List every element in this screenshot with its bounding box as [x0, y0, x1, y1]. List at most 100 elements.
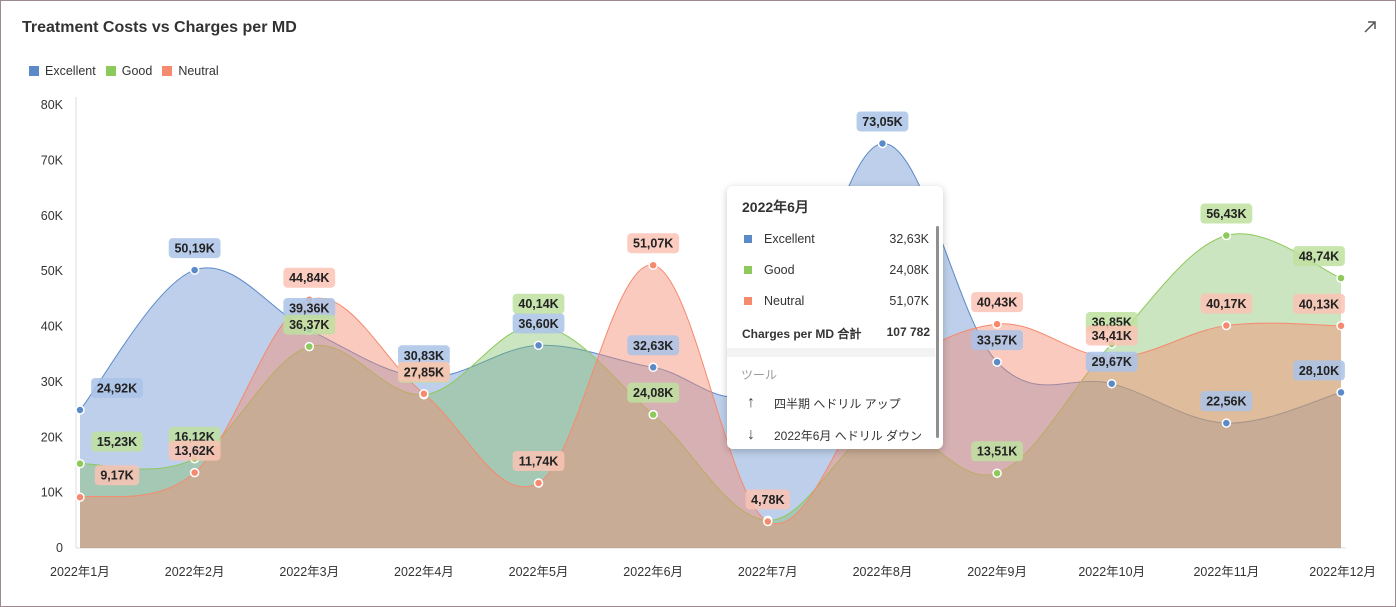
data-label-good: 56,43K [1200, 203, 1253, 224]
data-label-neutral: 40,13K [1293, 293, 1345, 314]
x-tick-label: 2022年6月 [623, 565, 683, 579]
data-label-text: 36,60K [518, 317, 558, 331]
data-label-text: 40,14K [518, 297, 558, 311]
tooltip-dot-neutral [744, 297, 752, 305]
tooltip-scrollbar[interactable] [936, 226, 939, 438]
legend-label-neutral: Neutral [178, 64, 219, 78]
data-label-text: 9,17K [100, 469, 133, 483]
point-neutral [75, 492, 85, 502]
tooltip-row-label: Excellent [764, 232, 815, 246]
data-label-excellent: 50,19K [168, 238, 221, 259]
data-label-text: 40,17K [1206, 297, 1246, 311]
data-label-text: 24,92K [97, 382, 137, 396]
legend-item-good[interactable]: Good [105, 64, 153, 78]
data-label-excellent: 36,60K [512, 313, 565, 334]
point-good [75, 458, 85, 469]
data-label-excellent: 39,36K [283, 298, 336, 319]
point-excellent [189, 265, 200, 275]
data-label-bg [971, 292, 1023, 313]
data-label-excellent: 24,92K [91, 378, 143, 399]
x-tick-label: 2022年2月 [165, 565, 225, 579]
tooltip-tools-heading: ツール [741, 368, 778, 382]
x-tick-label: 2022年10月 [1078, 565, 1145, 579]
data-label-text: 34,41K [1092, 329, 1132, 343]
point-good [304, 341, 315, 352]
data-label-bg [1200, 203, 1253, 224]
tooltip-total: Charges per MD 合計 107 782 [742, 325, 930, 342]
data-label-bg [1200, 391, 1253, 412]
chart-tooltip: 2022年6月 Excellent 32,63K Good 24,08K Neu… [727, 186, 943, 449]
data-label-bg [1085, 351, 1138, 372]
area-neutral [80, 265, 1341, 548]
x-tick-label: 2022年9月 [967, 565, 1027, 579]
tooltip-divider [727, 348, 935, 357]
expand-arrow-icon[interactable] [1361, 18, 1379, 36]
drill-up-label: 四半期 へドリル アップ [774, 396, 901, 411]
data-label-bg [283, 298, 336, 319]
legend-label-good: Good [121, 64, 153, 78]
data-label-bg [283, 267, 336, 288]
point-neutral [648, 260, 658, 270]
x-tick-label: 2022年7月 [738, 565, 798, 579]
data-label-text: 30,83K [404, 349, 444, 363]
y-tick-label: 30K [41, 375, 64, 389]
data-label-bg [1200, 293, 1253, 314]
tooltip-row-good: Good 24,08K [744, 263, 929, 277]
legend-item-neutral[interactable]: Neutral [162, 64, 219, 78]
point-good [1336, 273, 1346, 283]
x-tick-label: 2022年1月 [50, 565, 110, 579]
data-label-excellent: 73,05K [856, 111, 909, 132]
data-label-text: 13,51K [977, 445, 1017, 459]
y-tick-label: 60K [41, 209, 64, 223]
data-label-excellent: 22,56K [1200, 391, 1253, 412]
y-tick-label: 50K [41, 264, 64, 278]
point-neutral [763, 516, 773, 527]
data-label-bg [745, 489, 791, 510]
legend-item-excellent[interactable]: Excellent [29, 64, 96, 78]
y-tick-label: 80K [41, 98, 64, 112]
data-label-neutral: 4,78K [745, 489, 791, 510]
tooltip-total-label: Charges per MD 合計 [742, 327, 862, 341]
data-label-neutral: 51,07K [627, 233, 680, 254]
data-label-neutral: 9,17K [94, 465, 140, 486]
data-label-bg [627, 335, 680, 356]
data-label-bg [512, 450, 565, 471]
data-label-good: 24,08K [627, 382, 680, 403]
data-label-bg [283, 314, 336, 335]
point-excellent [533, 340, 544, 351]
data-label-text: 51,07K [633, 237, 673, 251]
data-label-good: 15,23K [91, 431, 143, 452]
data-label-good: 13,51K [971, 441, 1023, 462]
y-tick-label: 20K [41, 430, 64, 444]
arrow-up-icon: ↑ [747, 394, 755, 411]
point-excellent [648, 362, 658, 373]
data-label-text: 48,74K [1299, 250, 1339, 264]
data-label-bg [627, 382, 680, 403]
x-tick-label: 2022年12月 [1309, 565, 1376, 579]
data-label-bg [398, 361, 450, 382]
data-label-bg [1293, 293, 1345, 314]
data-label-text: 50,19K [174, 242, 214, 256]
data-label-neutral: 11,74K [512, 450, 565, 471]
drill-up-action[interactable]: ↑ 四半期 へドリル アップ [744, 394, 901, 412]
point-neutral [1221, 320, 1232, 331]
data-label-text: 33,57K [977, 334, 1017, 348]
data-label-neutral: 34,41K [1085, 325, 1138, 346]
point-neutral [533, 478, 544, 488]
area-excellent [80, 143, 1341, 548]
data-label-text: 27,85K [404, 365, 444, 379]
data-label-text: 24,08K [633, 386, 673, 400]
drill-down-action[interactable]: ↓ 2022年6月 へドリル ダウン [744, 426, 922, 444]
tooltip-row-excellent: Excellent 32,63K [744, 232, 929, 246]
data-label-bg [168, 238, 221, 259]
data-label-bg [1293, 360, 1345, 381]
data-label-text: 4,78K [751, 493, 784, 507]
legend-swatch-excellent [29, 66, 39, 76]
tooltip-row-label: Good [764, 263, 795, 277]
data-label-text: 40,43K [977, 296, 1017, 310]
data-label-bg [856, 111, 909, 132]
data-label-good: 40,14K [512, 293, 565, 314]
tooltip-dot-excellent [744, 235, 752, 243]
data-label-bg [971, 330, 1023, 351]
